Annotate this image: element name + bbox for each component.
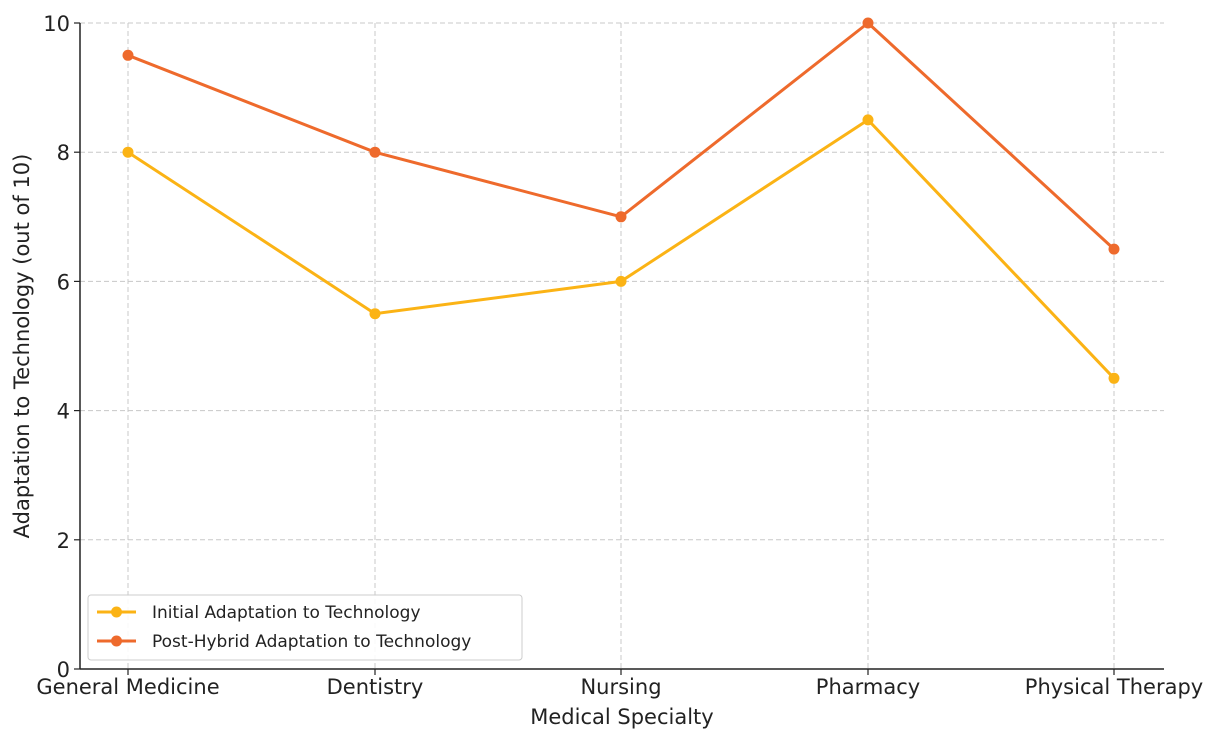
y-tick-label: 0 [57, 658, 70, 682]
legend-box [87, 594, 523, 661]
legend: Initial Adaptation to Technology Post-Hyb… [87, 594, 523, 661]
y-tick-label: 4 [57, 400, 70, 424]
data-point [615, 275, 627, 287]
series [122, 17, 1120, 384]
data-point [122, 49, 134, 61]
legend-label: Initial Adaptation to Technology [152, 603, 421, 623]
x-tick-label: Physical Therapy [1025, 675, 1203, 699]
series-initial [122, 114, 1120, 384]
y-tick-label: 2 [57, 529, 70, 553]
x-axis-title: Medical Specialty [530, 705, 713, 729]
data-point [369, 308, 381, 320]
data-point [862, 17, 874, 29]
legend-label: Post-Hybrid Adaptation to Technology [152, 632, 471, 652]
series-post-hybrid [122, 17, 1120, 255]
axes [79, 23, 1164, 670]
data-point [122, 146, 134, 158]
data-point [862, 114, 874, 126]
data-point [1108, 243, 1120, 255]
x-tick-label: Nursing [580, 675, 661, 699]
y-tick-label: 6 [57, 270, 70, 294]
x-tick-label: Dentistry [327, 675, 424, 699]
y-tick-label: 8 [57, 141, 70, 165]
y-tick-label: 10 [43, 12, 70, 36]
y-axis-title: Adaptation to Technology (out of 10) [10, 154, 34, 539]
legend-swatch-marker [111, 635, 122, 647]
x-tick-label: Pharmacy [816, 675, 920, 699]
y-tick-labels: 0 2 4 6 8 10 [43, 12, 70, 682]
data-point [369, 146, 381, 158]
data-point [615, 211, 627, 223]
legend-swatch-marker [111, 606, 122, 618]
x-tick-labels: General Medicine Dentistry Nursing Pharmacy… [36, 675, 1203, 699]
grid [74, 22, 1164, 675]
x-tick-label: General Medicine [36, 675, 219, 699]
data-point [1108, 372, 1120, 384]
